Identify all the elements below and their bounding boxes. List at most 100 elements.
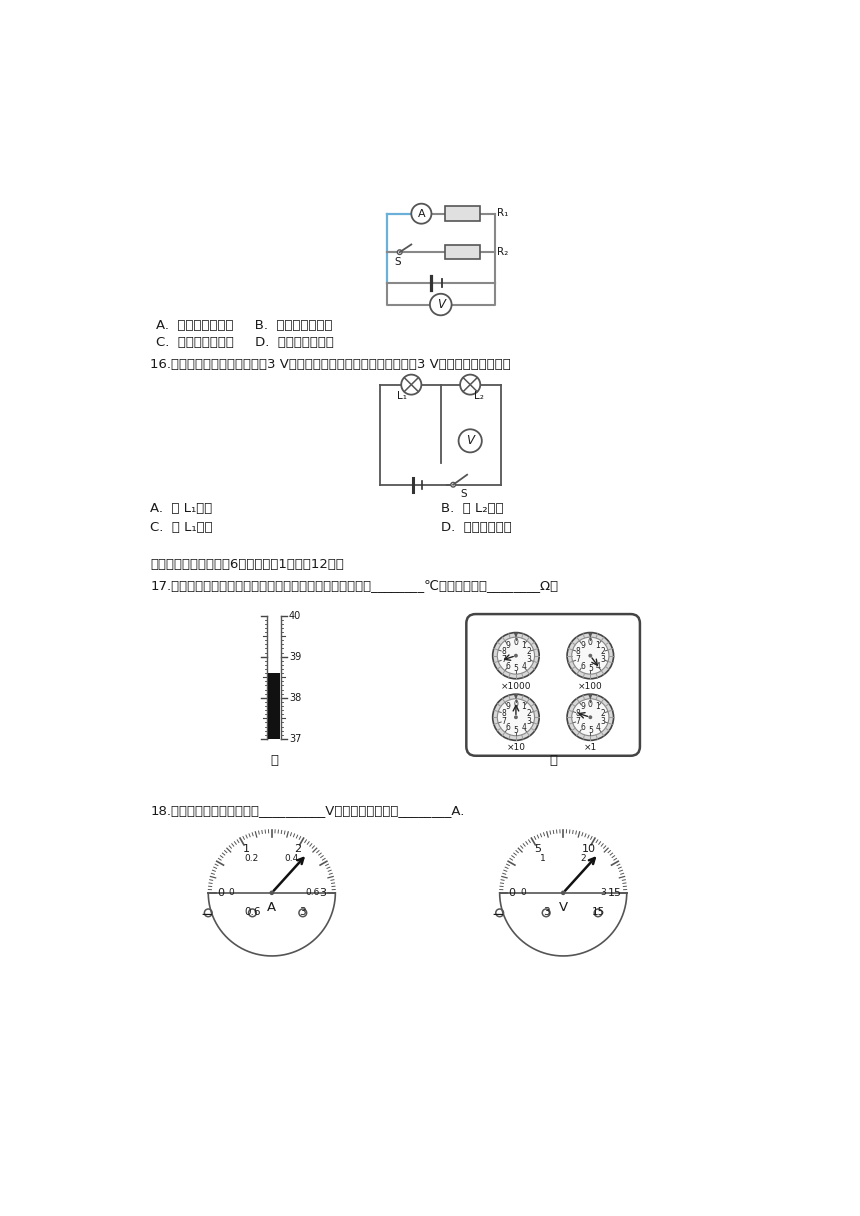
Text: 4: 4	[596, 662, 600, 671]
Text: 39: 39	[289, 652, 301, 662]
Text: 2: 2	[600, 709, 605, 717]
Text: 乙: 乙	[550, 754, 557, 767]
Text: 5: 5	[534, 844, 541, 854]
Text: A: A	[267, 901, 276, 913]
Text: 7: 7	[501, 716, 506, 726]
Text: 3: 3	[526, 716, 531, 726]
Text: V: V	[437, 298, 445, 311]
Circle shape	[451, 483, 456, 488]
Text: 8: 8	[501, 709, 506, 717]
Text: 0: 0	[229, 889, 235, 897]
Text: 3: 3	[319, 888, 327, 897]
Polygon shape	[588, 632, 593, 638]
FancyBboxPatch shape	[445, 206, 480, 221]
Text: ×1: ×1	[584, 743, 597, 753]
Text: 7: 7	[501, 655, 506, 664]
Text: 4: 4	[521, 724, 526, 732]
Text: 3: 3	[600, 655, 605, 664]
Text: 16.如图所示，已知电源电压为3 V，当闭合开关后发现电压表的读数为3 V，可能出现的故障是: 16.如图所示，已知电源电压为3 V，当闭合开关后发现电压表的读数为3 V，可能…	[150, 359, 511, 371]
Circle shape	[572, 637, 609, 674]
Circle shape	[460, 375, 480, 395]
Text: 3: 3	[600, 716, 605, 726]
Text: ×10: ×10	[507, 743, 525, 753]
Text: R₂: R₂	[496, 247, 507, 257]
Text: 3: 3	[600, 889, 606, 897]
Text: 7: 7	[575, 655, 580, 664]
Text: 0: 0	[588, 638, 593, 647]
Circle shape	[497, 637, 535, 674]
Text: 40: 40	[289, 610, 301, 620]
Text: 甲: 甲	[270, 754, 278, 767]
Text: D.  开关接触不良: D. 开关接触不良	[440, 520, 512, 534]
Text: 8: 8	[501, 647, 506, 657]
Circle shape	[497, 699, 535, 736]
Text: 9: 9	[506, 702, 511, 711]
FancyBboxPatch shape	[466, 614, 640, 756]
Text: 3: 3	[526, 655, 531, 664]
Text: 2: 2	[580, 854, 587, 862]
Text: 17.如图所示，是体温计和变阵筱的一部分，其中甲的示数是________℃，乙的示数是________Ω。: 17.如图所示，是体温计和变阵筱的一部分，其中甲的示数是________℃，乙的…	[150, 579, 558, 592]
Text: 0: 0	[508, 888, 515, 897]
Text: C.  电压表示数变大     D.  电压表示数不变: C. 电压表示数变大 D. 电压表示数不变	[157, 336, 335, 349]
Circle shape	[572, 699, 609, 736]
Text: 0.4: 0.4	[285, 854, 299, 862]
Bar	[268, 674, 280, 739]
Circle shape	[402, 375, 421, 395]
Circle shape	[567, 694, 613, 741]
Text: B.  灯 L₂断路: B. 灯 L₂断路	[440, 502, 503, 516]
Text: 0: 0	[588, 699, 593, 709]
Text: 15: 15	[592, 907, 605, 917]
Text: ×100: ×100	[578, 682, 603, 691]
Text: 5: 5	[588, 664, 593, 674]
Text: 6: 6	[506, 662, 511, 671]
Text: 9: 9	[580, 702, 585, 711]
Text: 8: 8	[575, 709, 580, 717]
Text: 8: 8	[575, 647, 580, 657]
Text: 0.6: 0.6	[305, 889, 319, 897]
Text: 6: 6	[580, 724, 585, 732]
Text: 1: 1	[243, 844, 249, 854]
Text: L₂: L₂	[474, 390, 484, 401]
Text: C.  灯 L₁短路: C. 灯 L₁短路	[150, 520, 212, 534]
Text: 18.如图所示电流表的读数是__________V，电压表的读数是________A.: 18.如图所示电流表的读数是__________V，电压表的读数是_______…	[150, 804, 464, 817]
Polygon shape	[588, 694, 593, 699]
Text: R₁: R₁	[496, 208, 508, 218]
Text: 5: 5	[513, 726, 519, 734]
Text: 9: 9	[506, 641, 511, 649]
Circle shape	[397, 249, 402, 254]
Text: 1: 1	[521, 702, 526, 711]
Text: 1: 1	[596, 641, 600, 649]
Text: 1: 1	[521, 641, 526, 649]
Text: 4: 4	[596, 724, 600, 732]
Text: A.  电流表示数变大     B.  电流表示数变小: A. 电流表示数变大 B. 电流表示数变小	[157, 319, 333, 332]
Text: 5: 5	[513, 664, 519, 674]
FancyBboxPatch shape	[445, 246, 480, 259]
Text: 3: 3	[299, 907, 306, 917]
Text: −: −	[492, 907, 505, 922]
Text: 1: 1	[540, 854, 546, 862]
Text: 0: 0	[520, 889, 525, 897]
Text: 5: 5	[588, 726, 593, 734]
Text: 0: 0	[513, 638, 519, 647]
Text: 38: 38	[289, 693, 301, 703]
Text: V: V	[559, 901, 568, 913]
Text: L₁: L₁	[397, 390, 408, 401]
Text: 6: 6	[506, 724, 511, 732]
Text: 3: 3	[543, 907, 550, 917]
Circle shape	[588, 715, 593, 719]
Text: 三、填空题：本大题兲6小题，每瘀1分，全12分。: 三、填空题：本大题兲6小题，每瘀1分，全12分。	[150, 558, 344, 570]
Text: S: S	[395, 257, 402, 266]
Circle shape	[269, 890, 274, 895]
Text: 0: 0	[217, 888, 224, 897]
Text: 4: 4	[521, 662, 526, 671]
Circle shape	[514, 654, 518, 658]
Text: 2: 2	[600, 647, 605, 657]
Text: 2: 2	[294, 844, 301, 854]
Text: ×1000: ×1000	[501, 682, 531, 691]
Circle shape	[430, 294, 452, 315]
Text: 15: 15	[607, 888, 621, 897]
Circle shape	[411, 203, 432, 224]
Circle shape	[493, 632, 539, 679]
Text: 0.2: 0.2	[244, 854, 259, 862]
Text: 1: 1	[596, 702, 600, 711]
